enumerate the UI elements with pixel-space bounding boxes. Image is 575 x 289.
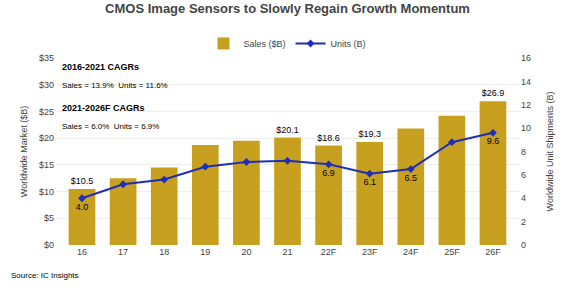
svg-text:16: 16 (521, 53, 531, 63)
svg-text:2016-2021 CAGRs: 2016-2021 CAGRs (62, 62, 139, 72)
svg-text:$10: $10 (39, 187, 54, 197)
svg-text:6: 6 (521, 170, 526, 180)
svg-text:24F: 24F (403, 247, 419, 257)
svg-text:6.1: 6.1 (363, 177, 376, 187)
svg-text:Worldwide Market ($B): Worldwide Market ($B) (19, 106, 29, 197)
svg-text:2021-2026F CAGRs: 2021-2026F CAGRs (62, 103, 145, 113)
svg-text:25F: 25F (444, 247, 460, 257)
svg-text:$10.5: $10.5 (71, 176, 94, 186)
svg-text:22F: 22F (321, 247, 337, 257)
svg-text:6.9: 6.9 (322, 168, 335, 178)
svg-text:$0: $0 (44, 240, 54, 250)
svg-text:Sales ($B): Sales ($B) (244, 39, 286, 49)
svg-text:$20.1: $20.1 (276, 125, 299, 135)
svg-text:Units (B): Units (B) (331, 39, 366, 49)
svg-text:Source: IC Insights: Source: IC Insights (11, 271, 79, 280)
svg-text:19: 19 (200, 247, 210, 257)
svg-text:4: 4 (521, 193, 526, 203)
svg-text:6.5: 6.5 (405, 173, 418, 183)
svg-text:4.0: 4.0 (76, 202, 89, 212)
svg-text:Sales = 13.9% Units = 11.6%: Sales = 13.9% Units = 11.6% (62, 81, 168, 90)
svg-text:$15: $15 (39, 160, 54, 170)
svg-text:$30: $30 (39, 80, 54, 90)
svg-text:$35: $35 (39, 53, 54, 63)
svg-text:12: 12 (521, 100, 531, 110)
svg-text:CMOS Image Sensors to Slowly R: CMOS Image Sensors to Slowly Regain Grow… (105, 1, 470, 16)
svg-text:Worldwide Unit Shipments (B): Worldwide Unit Shipments (B) (545, 92, 555, 212)
svg-text:16: 16 (77, 247, 87, 257)
svg-text:$18.6: $18.6 (317, 133, 340, 143)
svg-text:$26.9: $26.9 (482, 88, 505, 98)
svg-text:0: 0 (521, 240, 526, 250)
svg-text:$5: $5 (44, 213, 54, 223)
svg-text:8: 8 (521, 147, 526, 157)
svg-text:10: 10 (521, 123, 531, 133)
svg-text:21: 21 (282, 247, 292, 257)
svg-text:26F: 26F (485, 247, 501, 257)
svg-text:$20: $20 (39, 133, 54, 143)
svg-text:$25: $25 (39, 107, 54, 117)
svg-text:2: 2 (521, 217, 526, 227)
svg-text:18: 18 (159, 247, 169, 257)
svg-text:9.6: 9.6 (487, 136, 500, 146)
svg-text:23F: 23F (362, 247, 378, 257)
svg-text:14: 14 (521, 77, 531, 87)
svg-text:20: 20 (241, 247, 251, 257)
svg-text:$19.3: $19.3 (358, 129, 381, 139)
svg-text:17: 17 (118, 247, 128, 257)
svg-text:Sales = 6.0% Units = 6.9%: Sales = 6.0% Units = 6.9% (62, 122, 159, 131)
